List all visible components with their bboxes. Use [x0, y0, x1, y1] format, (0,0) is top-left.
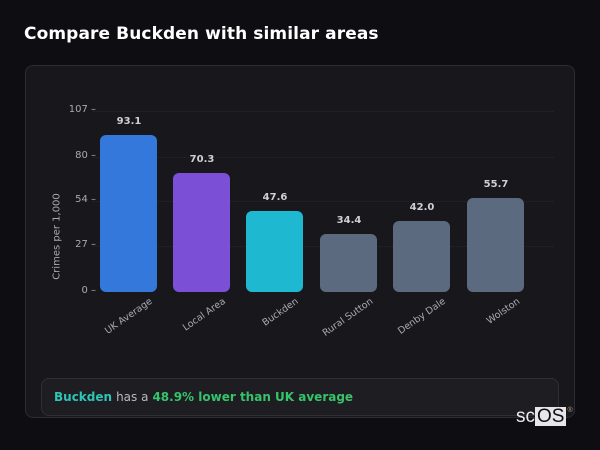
x-tick-label: UK Average — [103, 296, 155, 337]
bar-denby-dale[interactable] — [393, 220, 450, 292]
y-tick-label: 0 – — [81, 285, 96, 296]
grid-line — [93, 156, 553, 158]
bar-value-label: 34.4 — [336, 214, 362, 226]
page-title: Compare Buckden with similar areas — [24, 24, 379, 44]
bar-value-label: 55.7 — [483, 178, 509, 190]
bar-value-label: 93.1 — [116, 115, 142, 127]
x-tick-label: Buckden — [260, 296, 301, 329]
comparison-chart-card: Crimes per 1,000 0 – 27 – 54 – 80 – 107 – 93.… — [25, 65, 575, 418]
bar-buckden[interactable] — [246, 211, 303, 292]
bar-value-label: 42.0 — [409, 201, 435, 213]
x-tick-label: Denby Dale — [396, 296, 448, 337]
bar-rural-sutton[interactable] — [320, 233, 377, 292]
x-tick-label: Wolston — [484, 296, 522, 327]
y-tick-label: 54 – — [75, 193, 96, 205]
y-axis-label: Crimes per 1,000 — [51, 193, 63, 280]
scos-logo: sc OS ® — [516, 406, 573, 427]
summary-area-name: Buckden — [54, 390, 113, 404]
bar-local-area[interactable] — [173, 173, 230, 292]
summary-stat: 48.9% lower than UK average — [152, 390, 354, 404]
bar-uk-average[interactable] — [100, 134, 157, 292]
bar-chart: Crimes per 1,000 0 – 27 – 54 – 80 – 107 – 93.… — [26, 66, 576, 419]
y-tick-label: 107 – — [68, 104, 96, 115]
summary-banner: Buckden has a 48.9% lower than UK averag… — [41, 378, 559, 416]
bar-wolston[interactable] — [467, 197, 524, 292]
x-tick-label: Local Area — [180, 296, 228, 334]
grid-line — [93, 111, 553, 112]
grid-line — [93, 200, 553, 202]
x-tick-label: Rural Sutton — [320, 296, 375, 339]
bar-value-label: 70.3 — [189, 154, 215, 166]
bar-value-label: 47.6 — [262, 192, 288, 204]
summary-connector: has a — [116, 390, 149, 404]
y-tick-label: 80 – — [75, 149, 96, 161]
y-tick-label: 27 – — [75, 239, 96, 251]
